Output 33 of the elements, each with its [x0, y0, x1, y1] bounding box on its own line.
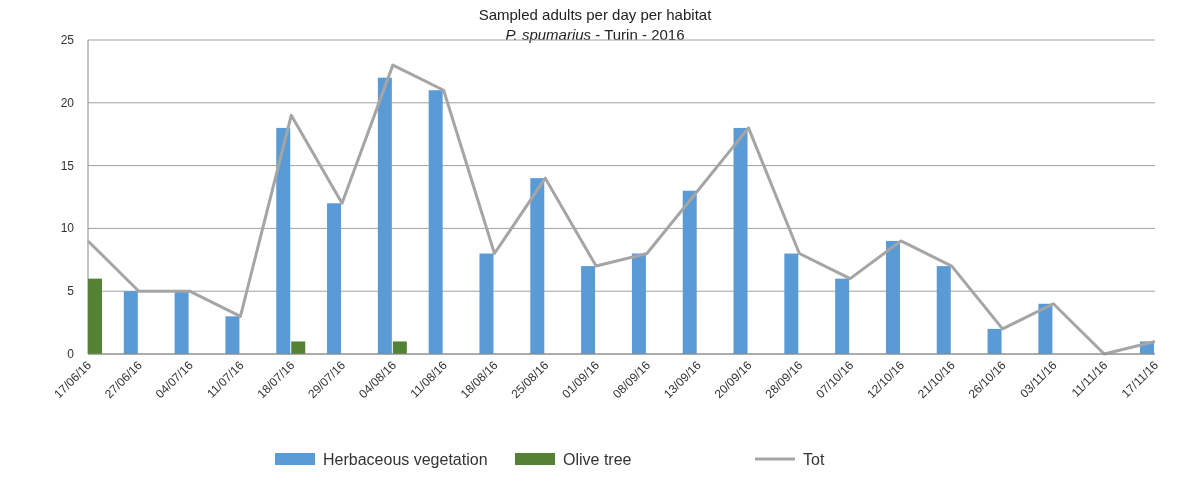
bar [392, 341, 407, 354]
bar [784, 253, 799, 354]
bar [1038, 303, 1053, 354]
bar [123, 291, 138, 354]
legend-label: Herbaceous vegetation [323, 451, 488, 468]
bar [530, 178, 545, 354]
y-tick-label: 25 [60, 33, 75, 47]
bar [291, 341, 306, 354]
bar [88, 278, 102, 354]
chart-subtitle: P. spumarius - Turin - 2016 [505, 26, 685, 43]
chart-title: Sampled adults per day per habitat [478, 6, 713, 23]
y-tick-label: 0 [67, 347, 75, 361]
legend-label: Tot [803, 451, 825, 468]
bar [581, 266, 596, 354]
bar [631, 253, 646, 354]
bar [225, 316, 240, 354]
bar [835, 278, 850, 354]
bar [987, 328, 1002, 354]
y-tick-label: 5 [67, 284, 75, 299]
bar [885, 240, 900, 354]
legend-label: Olive tree [563, 451, 632, 468]
y-tick-label: 20 [60, 95, 75, 110]
bar [936, 266, 951, 354]
bar [377, 77, 392, 354]
bar [428, 90, 443, 354]
y-tick-label: 10 [60, 221, 75, 236]
bar [733, 127, 748, 354]
bar [327, 203, 342, 354]
bar [174, 291, 189, 354]
bar [479, 253, 494, 354]
bar [276, 127, 291, 354]
y-tick-label: 15 [60, 158, 75, 173]
bar [682, 190, 697, 354]
